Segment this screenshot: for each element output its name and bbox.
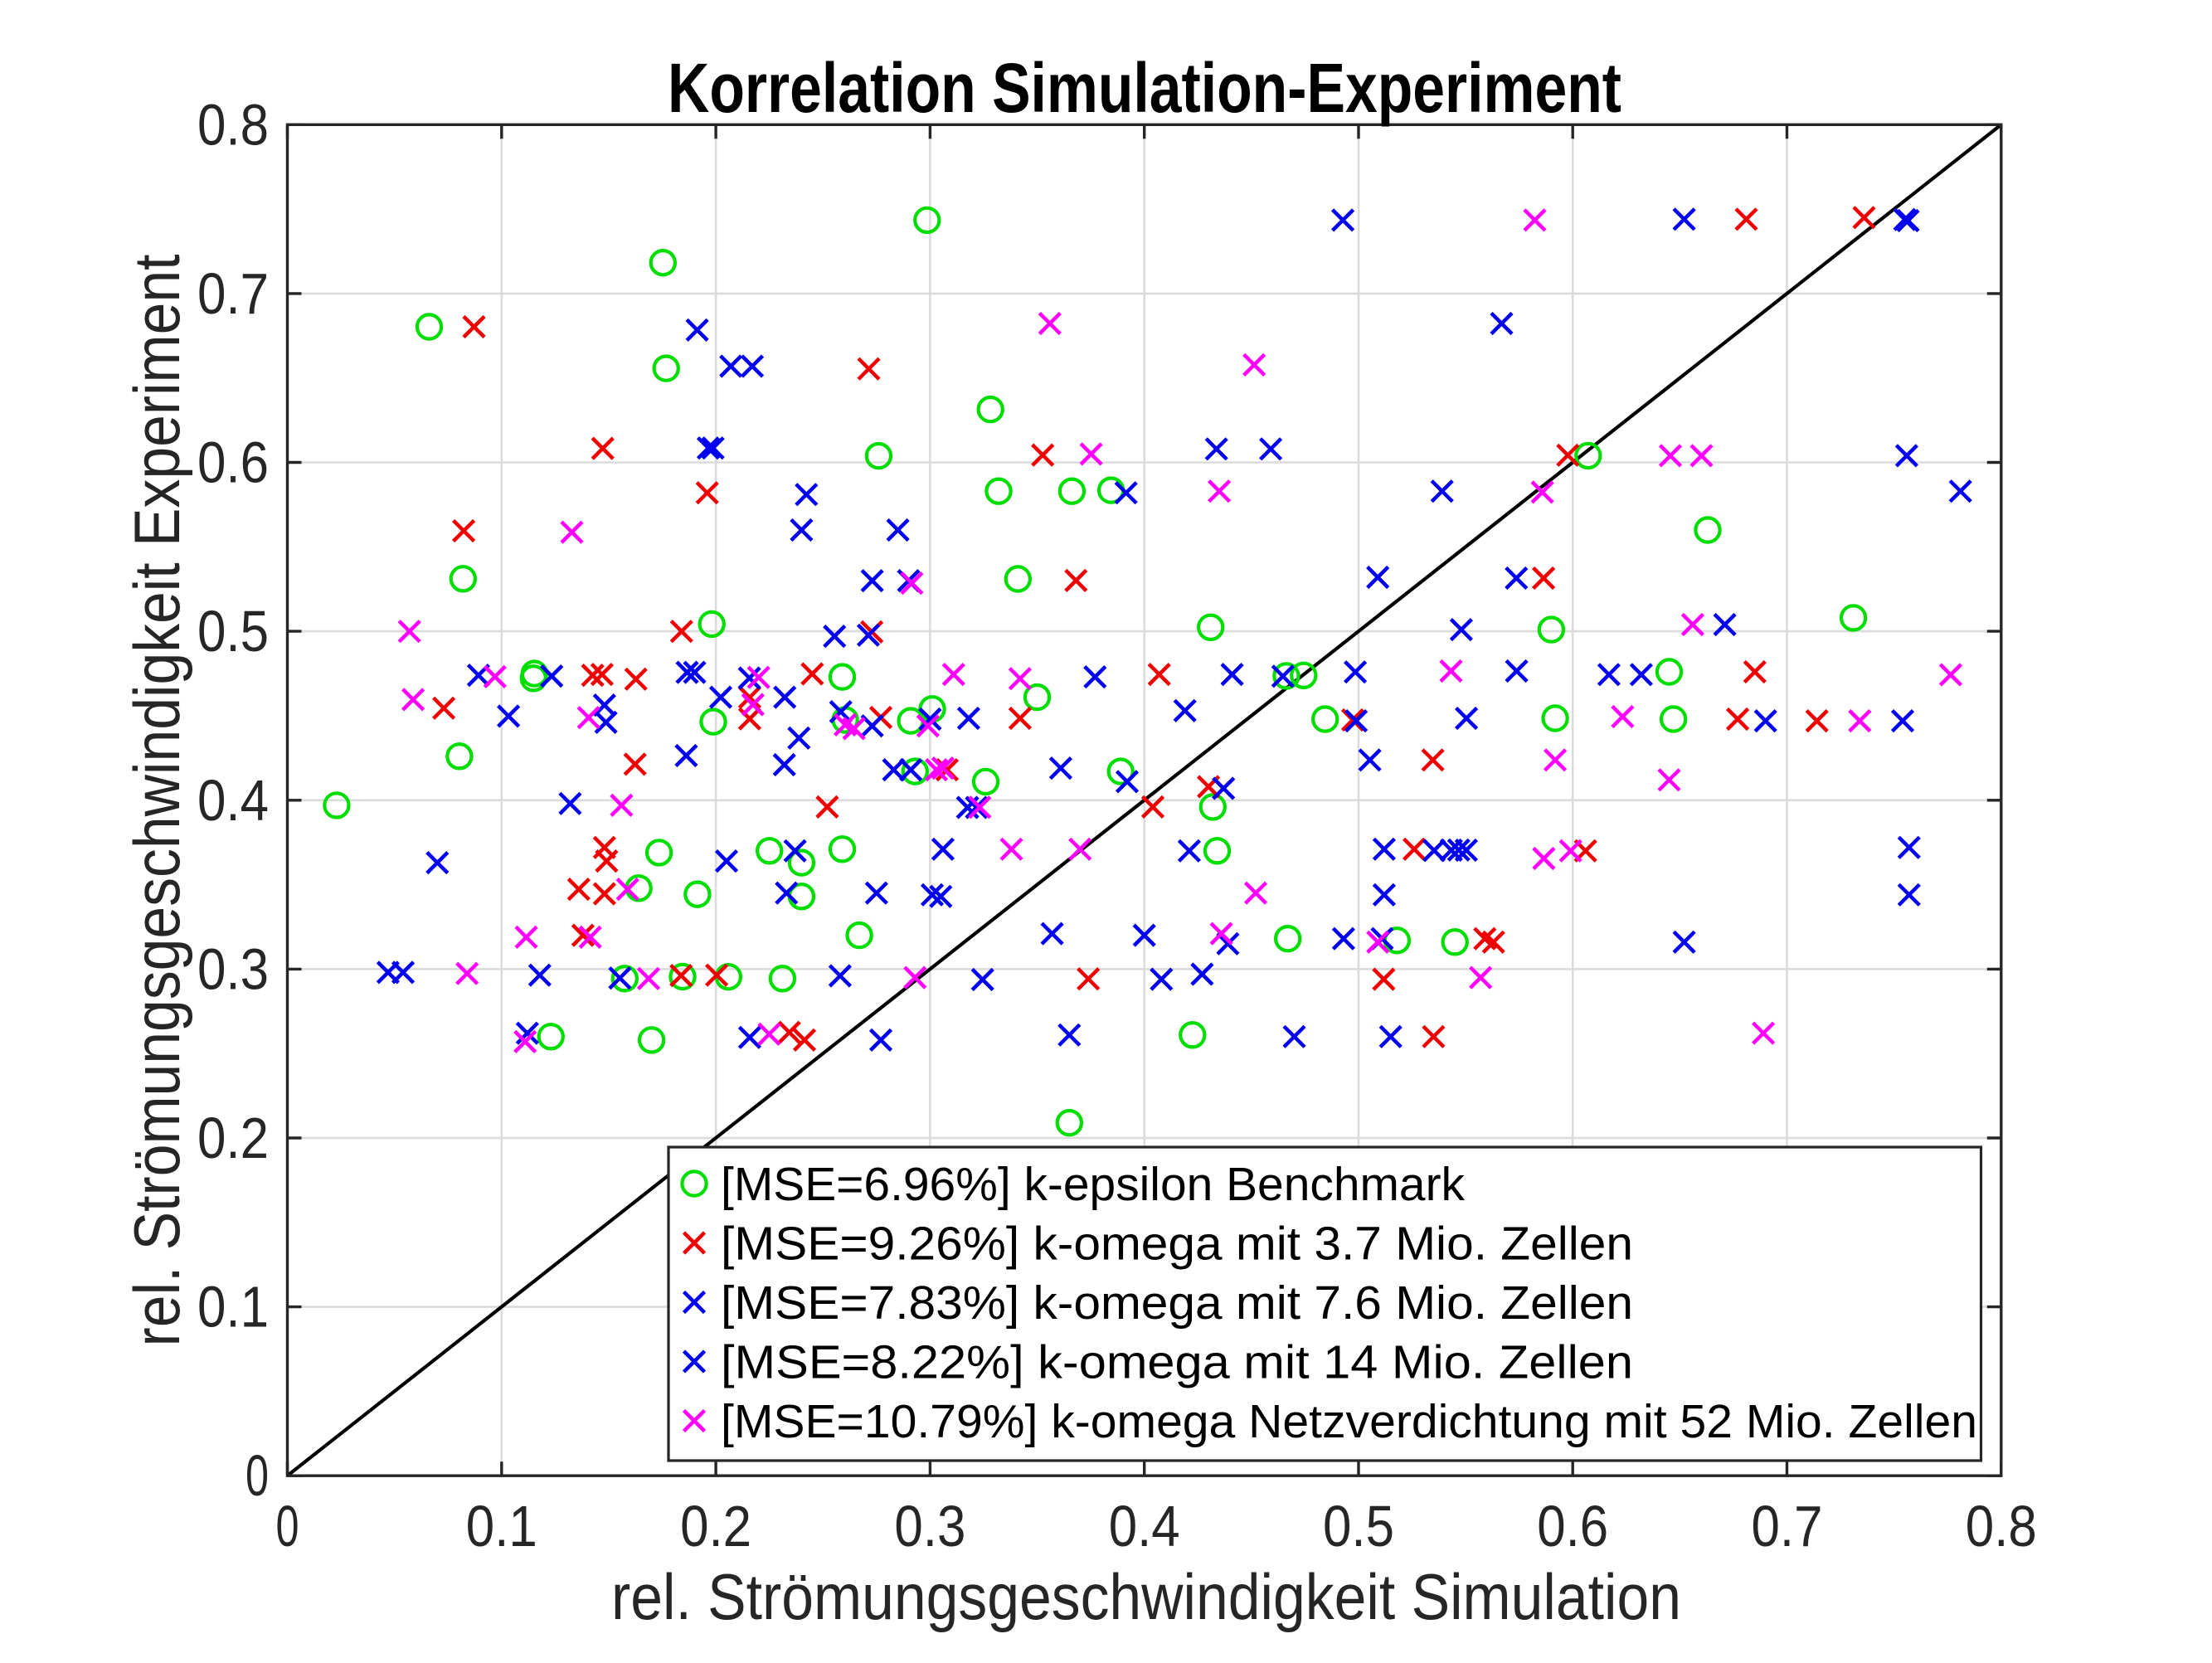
svg-text:0.7: 0.7: [1752, 1494, 1823, 1558]
svg-text:rel. Strömungsgeschwindigkeit: rel. Strömungsgeschwindigkeit Experiment: [120, 254, 193, 1346]
svg-text:[MSE=9.26%] k-omega mit 3.7 Mi: [MSE=9.26%] k-omega mit 3.7 Mio. Zellen: [721, 1218, 1633, 1271]
svg-text:0.1: 0.1: [197, 1275, 269, 1340]
svg-text:[MSE=6.96%] k-epsilon Benchmar: [MSE=6.96%] k-epsilon Benchmark: [721, 1158, 1465, 1211]
svg-text:0.8: 0.8: [1966, 1494, 2037, 1558]
svg-text:0: 0: [276, 1494, 299, 1558]
svg-text:0.8: 0.8: [197, 92, 269, 157]
svg-text:0.3: 0.3: [894, 1494, 965, 1558]
svg-text:0.1: 0.1: [466, 1494, 537, 1558]
svg-text:0.2: 0.2: [680, 1494, 751, 1558]
svg-text:0.7: 0.7: [197, 261, 269, 326]
svg-text:0.3: 0.3: [197, 936, 269, 1001]
svg-text:0.4: 0.4: [197, 768, 269, 833]
svg-text:0.5: 0.5: [1323, 1494, 1394, 1558]
svg-text:0.5: 0.5: [197, 599, 269, 664]
svg-text:0.4: 0.4: [1109, 1494, 1180, 1558]
svg-text:0: 0: [246, 1443, 269, 1508]
svg-text:[MSE=8.22%] k-omega mit 14 Mio: [MSE=8.22%] k-omega mit 14 Mio. Zellen: [721, 1336, 1633, 1389]
svg-text:rel. Strömungsgeschwindigkeit: rel. Strömungsgeschwindigkeit Simulation: [611, 1560, 1681, 1633]
svg-text:0.6: 0.6: [1537, 1494, 1608, 1558]
svg-text:0.6: 0.6: [197, 430, 269, 495]
svg-text:[MSE=7.83%] k-omega mit 7.6 Mi: [MSE=7.83%] k-omega mit 7.6 Mio. Zellen: [721, 1276, 1633, 1330]
svg-text:[MSE=10.79%] k-omega Netzverdi: [MSE=10.79%] k-omega Netzverdichtung mit…: [721, 1395, 1977, 1448]
svg-text:Korrelation Simulation-Experim: Korrelation Simulation-Experiment: [668, 49, 1621, 127]
svg-text:0.2: 0.2: [197, 1106, 269, 1170]
